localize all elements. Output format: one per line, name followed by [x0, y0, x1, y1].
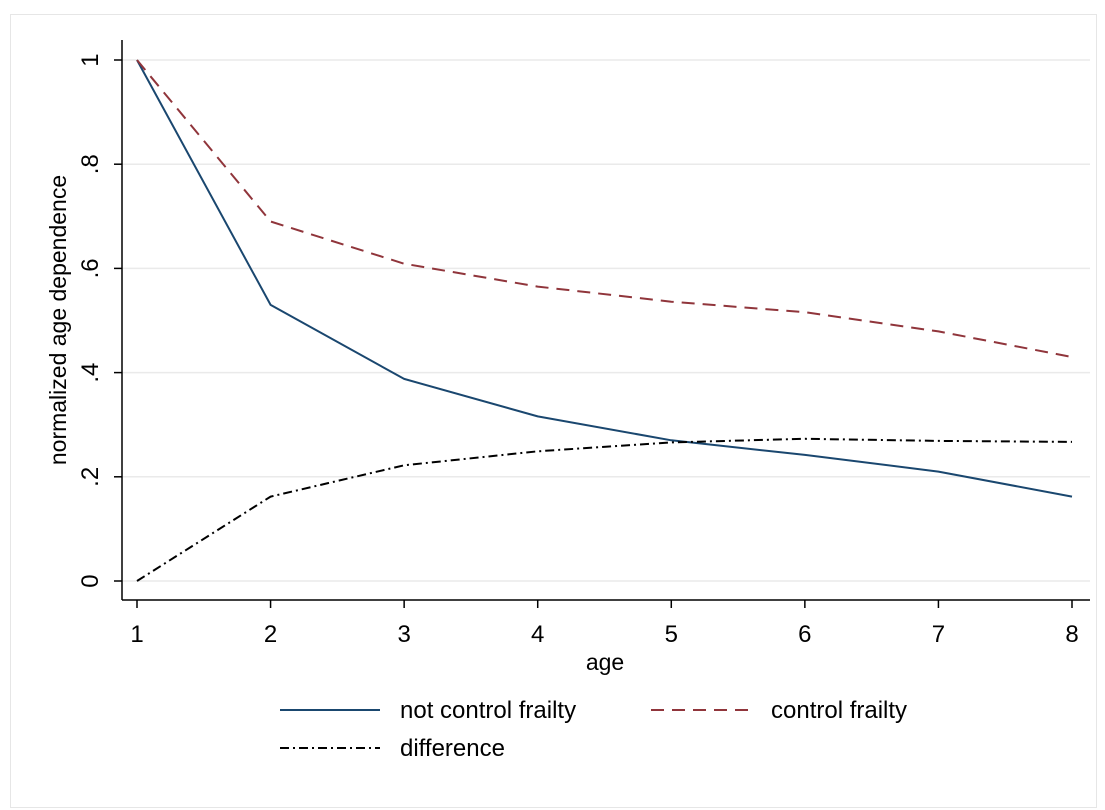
legend-label-difference: difference — [400, 735, 505, 762]
legend: not control frailty control frailty diff… — [280, 697, 907, 762]
legend-label-not-control-frailty: not control frailty — [400, 697, 576, 724]
x-tick-labels: 1 2 3 4 5 6 7 8 — [130, 621, 1078, 648]
series-line-control-frailty — [136, 59, 1073, 358]
x-tick-label: 2 — [264, 621, 277, 648]
x-tick-label: 7 — [932, 621, 945, 648]
y-axis-title: normalized age dependence — [45, 175, 71, 465]
chart-frame — [10, 14, 1097, 808]
legend-item-difference: difference — [280, 735, 505, 762]
x-tick-label: 8 — [1065, 621, 1078, 648]
x-tick-label: 4 — [531, 621, 544, 648]
gridlines — [122, 59, 1090, 582]
y-tick-labels: 0 .2 .4 .6 .8 1 — [77, 53, 104, 587]
x-tick-label: 5 — [665, 621, 678, 648]
x-tick-label: 3 — [397, 621, 410, 648]
legend-item-not-control-frailty: not control frailty — [280, 697, 576, 724]
x-tick-label: 6 — [798, 621, 811, 648]
y-tick-label: .4 — [77, 363, 104, 383]
legend-item-control-frailty: control frailty — [651, 697, 907, 724]
x-tick-label: 1 — [130, 621, 143, 648]
axes — [114, 40, 1090, 608]
y-tick-label: 0 — [77, 574, 104, 587]
y-tick-label: .6 — [77, 258, 104, 278]
legend-label-control-frailty: control frailty — [771, 697, 907, 724]
y-tick-label: .2 — [77, 467, 104, 487]
series-lines — [136, 59, 1073, 582]
y-tick-label: .8 — [77, 154, 104, 174]
series-line-difference — [136, 437, 1073, 582]
y-tick-label: 1 — [77, 53, 104, 66]
x-axis-title: age — [586, 649, 624, 675]
series-line-not-control-frailty — [136, 59, 1073, 498]
